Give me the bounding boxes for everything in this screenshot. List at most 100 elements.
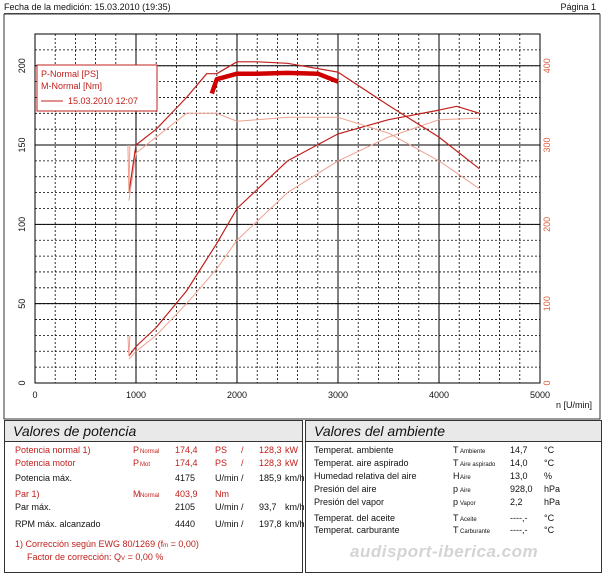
power-value-1: 2105	[175, 502, 196, 512]
ambient-unit: hPa	[544, 484, 561, 494]
power-symbol: P	[133, 445, 140, 455]
ambient-symbol: T	[453, 513, 459, 523]
ambient-symbol: T	[453, 525, 459, 535]
y-left-tick-label: 0	[17, 380, 27, 385]
start-marker-lower	[127, 335, 131, 357]
power-value-1: 4440	[175, 519, 196, 529]
dyno-chart: 0 1000 2000 3000 4000 50000501001502000100200…	[3, 14, 601, 420]
legend-date: 15.03.2010 12:07	[68, 96, 138, 106]
ambient-symbol-subscript: Carburante	[460, 529, 491, 535]
ambient-value: 14,0	[510, 458, 528, 468]
x-tick-label: 3000	[328, 390, 348, 400]
correction-factor: Factor de corrección: QV = 0,00 %	[27, 552, 164, 562]
y-left-tick-label: 50	[17, 299, 27, 309]
ambient-unit: hPa	[544, 497, 561, 507]
ambient-unit: %	[544, 471, 553, 481]
ambient-symbol-subscript: Ambiente	[460, 449, 486, 455]
ambient-values-panel: Valores del ambiente Temperat. ambiente T…	[305, 420, 602, 573]
y-right-tick-label: 200	[542, 217, 552, 232]
series-line-m-normal-nm	[128, 61, 480, 193]
power-value-1: 403,9	[175, 489, 198, 499]
power-symbol: M	[133, 489, 141, 499]
x-tick-label: 2000	[227, 390, 247, 400]
ambient-panel-title: Valores del ambiente	[306, 421, 601, 442]
power-separator: /	[241, 502, 244, 512]
ambient-symbol-subscript: Aire aspirado	[460, 462, 496, 468]
power-unit-2: km/h	[285, 519, 305, 529]
ambient-label: Temperat. carburante	[314, 525, 400, 535]
y-right-tick-label: 100	[542, 296, 552, 311]
ambient-symbol: p	[453, 484, 459, 494]
ambient-unit: °C	[544, 513, 555, 523]
y-left-tick-label: 150	[17, 138, 27, 153]
power-unit-1: U/min	[215, 473, 239, 483]
ambient-value: 2,2	[510, 497, 523, 507]
series-line-p-normal-ps	[128, 105, 480, 357]
power-symbol-subscript: Normal	[140, 493, 160, 499]
power-value-2: 128,3	[259, 458, 282, 468]
power-label: Potencia normal 1)	[15, 445, 91, 455]
ambient-unit: °C	[544, 525, 555, 535]
ambient-value: 13,0	[510, 471, 528, 481]
x-tick-label: 0	[32, 390, 37, 400]
correction-footnote: 1) Corrección según EWG 80/1269 (fm = 0,…	[15, 539, 199, 549]
x-tick-label: 5000	[530, 390, 550, 400]
legend-p-normal: P-Normal [PS]	[41, 69, 99, 79]
ambient-unit: °C	[544, 458, 555, 468]
series-line-m-normal-nm	[128, 112, 480, 201]
power-label: Par máx.	[15, 502, 52, 512]
power-unit-1: PS	[215, 445, 228, 455]
y-right-tick-label: 400	[542, 58, 552, 73]
ambient-symbol: p	[453, 497, 459, 507]
ambient-label: Temperat. del aceite	[314, 513, 396, 523]
ambient-value: ----,-	[510, 513, 528, 523]
power-separator: /	[241, 458, 244, 468]
x-axis-label: n [U/min]	[556, 400, 592, 410]
power-separator: /	[241, 445, 244, 455]
measurement-date: Fecha de la medición: 15.03.2010 (19:35)	[4, 2, 171, 12]
power-label: Par 1)	[15, 489, 40, 499]
series-line-p-normal-ps	[128, 117, 480, 360]
x-tick-label: 1000	[126, 390, 146, 400]
power-label: Potencia motor	[15, 458, 76, 468]
power-value-1: 174,4	[175, 458, 198, 468]
power-unit-2: kW	[285, 445, 298, 455]
legend-box	[36, 64, 158, 112]
power-values-panel: Valores de potencia Potencia normal 1) P N…	[4, 420, 305, 573]
ambient-symbol-subscript: Aceite	[460, 517, 477, 523]
power-value-2: 93,7	[259, 502, 277, 512]
y-left-tick-label: 200	[17, 58, 27, 73]
series-line-highlight	[209, 70, 339, 95]
ambient-label: Humedad relativa del aire	[314, 471, 417, 481]
ambient-label: Temperat. aire aspirado	[314, 458, 409, 468]
power-unit-1: PS	[215, 458, 228, 468]
power-panel-title: Valores de potencia	[5, 421, 302, 442]
y-right-tick-label: 0	[542, 380, 552, 385]
power-value-2: 185,9	[259, 473, 282, 483]
y-left-tick-label: 100	[17, 217, 27, 232]
power-symbol-subscript: Mot	[140, 462, 151, 468]
power-symbol: P	[133, 458, 140, 468]
ambient-value: 14,7	[510, 445, 528, 455]
ambient-symbol-subscript: Aire	[460, 475, 471, 481]
power-value-1: 4175	[175, 473, 196, 483]
y-right-tick-label: 300	[542, 138, 552, 153]
ambient-symbol: T	[453, 445, 459, 455]
power-value-2: 128,3	[259, 445, 282, 455]
page-header: Fecha de la medición: 15.03.2010 (19:35)…	[0, 0, 604, 14]
ambient-value: ----,-	[510, 525, 528, 535]
power-unit-2: km/h	[285, 473, 305, 483]
ambient-symbol-subscript: Vapor	[460, 501, 476, 507]
power-unit-1: U/min	[215, 502, 239, 512]
power-label: RPM máx. alcanzado	[15, 519, 101, 529]
watermark: audisport-iberica.com	[350, 542, 539, 561]
ambient-value: 928,0	[510, 484, 533, 494]
power-separator: /	[241, 519, 244, 529]
legend-m-normal: M-Normal [Nm]	[41, 81, 102, 91]
power-unit-2: km/h	[285, 502, 305, 512]
ambient-label: Temperat. ambiente	[314, 445, 394, 455]
power-unit-2: kW	[285, 458, 298, 468]
ambient-symbol: T	[453, 458, 459, 468]
power-separator: /	[241, 473, 244, 483]
power-label: Potencia máx.	[15, 473, 73, 483]
